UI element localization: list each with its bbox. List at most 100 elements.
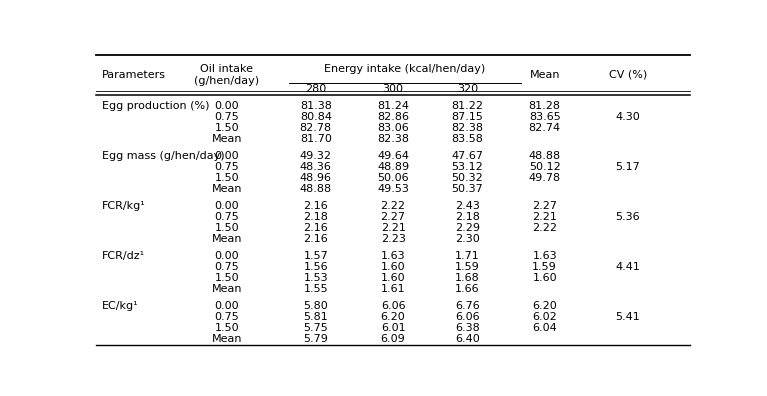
Text: 1.50: 1.50 bbox=[214, 323, 239, 333]
Text: 82.78: 82.78 bbox=[300, 123, 332, 133]
Text: 5.80: 5.80 bbox=[304, 301, 328, 311]
Text: 49.78: 49.78 bbox=[528, 173, 561, 183]
Text: 82.38: 82.38 bbox=[377, 134, 409, 144]
Text: 48.88: 48.88 bbox=[300, 184, 332, 194]
Text: Oil intake
(g/hen/day): Oil intake (g/hen/day) bbox=[194, 64, 259, 86]
Text: 50.32: 50.32 bbox=[452, 173, 483, 183]
Text: 0.75: 0.75 bbox=[214, 162, 239, 172]
Text: 4.30: 4.30 bbox=[615, 112, 640, 122]
Text: 5.81: 5.81 bbox=[304, 312, 328, 322]
Text: 6.76: 6.76 bbox=[455, 301, 480, 311]
Text: 5.41: 5.41 bbox=[615, 312, 640, 322]
Text: 0.00: 0.00 bbox=[214, 101, 239, 111]
Text: 320: 320 bbox=[457, 84, 478, 94]
Text: 82.38: 82.38 bbox=[452, 123, 483, 133]
Text: 0.75: 0.75 bbox=[214, 312, 239, 322]
Text: 1.59: 1.59 bbox=[455, 262, 480, 272]
Text: 1.50: 1.50 bbox=[214, 173, 239, 183]
Text: 2.16: 2.16 bbox=[304, 234, 328, 244]
Text: 1.53: 1.53 bbox=[304, 273, 328, 283]
Text: Egg production (%): Egg production (%) bbox=[102, 101, 209, 111]
Text: 2.16: 2.16 bbox=[304, 201, 328, 211]
Text: 49.53: 49.53 bbox=[377, 184, 409, 194]
Text: Mean: Mean bbox=[212, 284, 242, 294]
Text: 0.75: 0.75 bbox=[214, 112, 239, 122]
Text: 2.22: 2.22 bbox=[532, 223, 557, 233]
Text: FCR/kg¹: FCR/kg¹ bbox=[102, 201, 146, 211]
Text: 2.18: 2.18 bbox=[304, 212, 328, 222]
Text: Mean: Mean bbox=[212, 334, 242, 344]
Text: 300: 300 bbox=[383, 84, 403, 94]
Text: 1.68: 1.68 bbox=[455, 273, 480, 283]
Text: EC/kg¹: EC/kg¹ bbox=[102, 301, 139, 311]
Text: 47.67: 47.67 bbox=[452, 151, 483, 161]
Text: 50.06: 50.06 bbox=[377, 173, 409, 183]
Text: 81.22: 81.22 bbox=[452, 101, 483, 111]
Text: 2.21: 2.21 bbox=[532, 212, 557, 222]
Text: Mean: Mean bbox=[212, 184, 242, 194]
Text: Mean: Mean bbox=[212, 134, 242, 144]
Text: 81.28: 81.28 bbox=[528, 101, 561, 111]
Text: 1.66: 1.66 bbox=[455, 284, 479, 294]
Text: 2.18: 2.18 bbox=[455, 212, 480, 222]
Text: 280: 280 bbox=[305, 84, 327, 94]
Text: 6.01: 6.01 bbox=[380, 323, 406, 333]
Text: 5.36: 5.36 bbox=[616, 212, 640, 222]
Text: 2.21: 2.21 bbox=[380, 223, 406, 233]
Text: 2.30: 2.30 bbox=[455, 234, 480, 244]
Text: Energy intake (kcal/hen/day): Energy intake (kcal/hen/day) bbox=[324, 64, 486, 74]
Text: 2.16: 2.16 bbox=[304, 223, 328, 233]
Text: 1.57: 1.57 bbox=[304, 251, 328, 261]
Text: 80.84: 80.84 bbox=[300, 112, 332, 122]
Text: 81.70: 81.70 bbox=[300, 134, 332, 144]
Text: 48.96: 48.96 bbox=[300, 173, 332, 183]
Text: 1.50: 1.50 bbox=[214, 223, 239, 233]
Text: 2.27: 2.27 bbox=[532, 201, 557, 211]
Text: 6.06: 6.06 bbox=[380, 301, 406, 311]
Text: 0.00: 0.00 bbox=[214, 151, 239, 161]
Text: Parameters: Parameters bbox=[102, 70, 166, 80]
Text: 0.00: 0.00 bbox=[214, 201, 239, 211]
Text: 2.22: 2.22 bbox=[380, 201, 406, 211]
Text: 5.79: 5.79 bbox=[304, 334, 328, 344]
Text: 1.56: 1.56 bbox=[304, 262, 328, 272]
Text: 83.65: 83.65 bbox=[528, 112, 561, 122]
Text: FCR/dz¹: FCR/dz¹ bbox=[102, 251, 145, 261]
Text: 1.50: 1.50 bbox=[214, 273, 239, 283]
Text: 48.89: 48.89 bbox=[377, 162, 409, 172]
Text: 82.86: 82.86 bbox=[377, 112, 409, 122]
Text: 2.43: 2.43 bbox=[455, 201, 480, 211]
Text: Egg mass (g/hen/day): Egg mass (g/hen/day) bbox=[102, 151, 225, 161]
Text: 1.59: 1.59 bbox=[532, 262, 557, 272]
Text: 49.64: 49.64 bbox=[377, 151, 409, 161]
Text: 6.04: 6.04 bbox=[532, 323, 557, 333]
Text: 6.20: 6.20 bbox=[532, 301, 557, 311]
Text: 0.75: 0.75 bbox=[214, 212, 239, 222]
Text: 6.38: 6.38 bbox=[455, 323, 480, 333]
Text: 1.60: 1.60 bbox=[380, 273, 406, 283]
Text: 2.23: 2.23 bbox=[380, 234, 406, 244]
Text: 1.71: 1.71 bbox=[455, 251, 480, 261]
Text: 0.75: 0.75 bbox=[214, 262, 239, 272]
Text: 53.12: 53.12 bbox=[452, 162, 483, 172]
Text: 5.75: 5.75 bbox=[304, 323, 328, 333]
Text: 2.29: 2.29 bbox=[455, 223, 480, 233]
Text: 82.74: 82.74 bbox=[528, 123, 561, 133]
Text: Mean: Mean bbox=[212, 234, 242, 244]
Text: 50.12: 50.12 bbox=[528, 162, 561, 172]
Text: 81.38: 81.38 bbox=[300, 101, 332, 111]
Text: 6.40: 6.40 bbox=[455, 334, 480, 344]
Text: 1.63: 1.63 bbox=[380, 251, 406, 261]
Text: 1.60: 1.60 bbox=[532, 273, 557, 283]
Text: 6.06: 6.06 bbox=[455, 312, 479, 322]
Text: 0.00: 0.00 bbox=[214, 301, 239, 311]
Text: Mean: Mean bbox=[529, 70, 560, 80]
Text: 6.02: 6.02 bbox=[532, 312, 557, 322]
Text: 83.58: 83.58 bbox=[452, 134, 483, 144]
Text: 48.36: 48.36 bbox=[300, 162, 332, 172]
Text: 1.60: 1.60 bbox=[380, 262, 406, 272]
Text: 87.15: 87.15 bbox=[452, 112, 483, 122]
Text: 81.24: 81.24 bbox=[377, 101, 409, 111]
Text: 0.00: 0.00 bbox=[214, 251, 239, 261]
Text: 49.32: 49.32 bbox=[300, 151, 332, 161]
